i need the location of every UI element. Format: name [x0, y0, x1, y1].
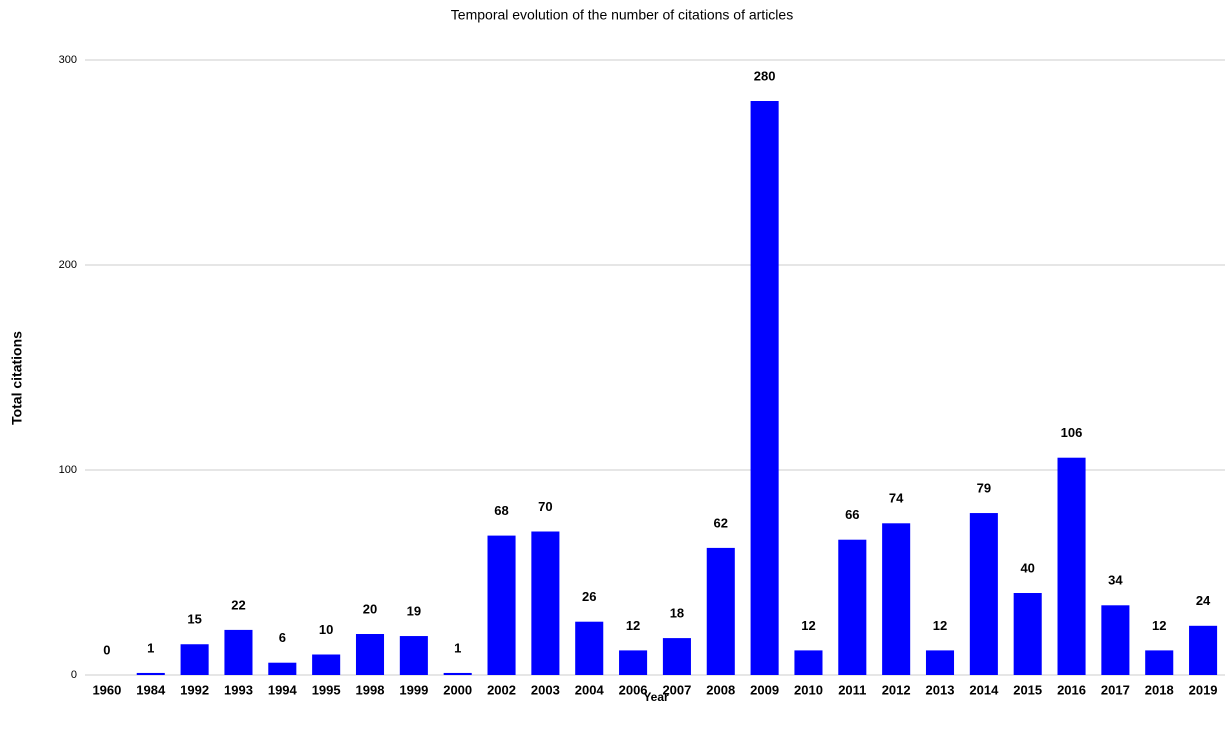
x-tick-label: 2000: [443, 682, 472, 697]
bar: [750, 101, 779, 675]
x-tick-label: 1984: [136, 682, 166, 697]
x-tick-label: 2018: [1145, 682, 1174, 697]
bar: [706, 547, 735, 675]
bar: [794, 650, 823, 675]
bar: [399, 636, 428, 675]
x-tick-label: 1995: [312, 682, 341, 697]
x-tick-label: 2007: [662, 682, 691, 697]
y-tick-label: 0: [71, 669, 77, 681]
x-tick-label: 2012: [882, 682, 911, 697]
value-label: 18: [670, 606, 684, 621]
value-label: 0: [103, 642, 110, 657]
value-label: 10: [319, 622, 333, 637]
bar: [355, 634, 385, 675]
x-tick-label: 2015: [1013, 682, 1042, 697]
value-label: 12: [933, 618, 947, 633]
x-tick-label: 1994: [268, 682, 298, 697]
y-tick-label: 300: [59, 54, 77, 66]
x-tick-label: 1992: [180, 682, 209, 697]
bar: [575, 621, 604, 675]
value-label: 79: [977, 480, 991, 495]
bar: [662, 638, 691, 675]
value-label: 12: [626, 618, 640, 633]
value-label: 24: [1196, 593, 1211, 608]
bar: [312, 654, 341, 675]
bar: [224, 629, 253, 675]
bar: [1101, 605, 1130, 675]
x-tick-label: 1999: [399, 682, 428, 697]
x-tick-label: 2006: [619, 682, 648, 697]
value-label: 106: [1061, 425, 1083, 440]
value-label: 1: [147, 640, 154, 655]
x-tick-label: 2009: [750, 682, 779, 697]
bar: [180, 644, 209, 675]
bar: [531, 531, 560, 675]
x-tick-label: 1998: [356, 682, 385, 697]
x-tick-label: 2003: [531, 682, 560, 697]
value-label: 12: [1152, 618, 1166, 633]
value-label: 280: [754, 68, 776, 83]
x-tick-label: 2004: [575, 682, 605, 697]
value-label: 15: [187, 612, 201, 627]
bar: [268, 662, 297, 675]
bar: [969, 513, 998, 675]
x-tick-label: 2014: [969, 682, 999, 697]
x-axis-label: Year: [643, 690, 669, 704]
value-label: 6: [279, 630, 286, 645]
bar: [838, 539, 867, 675]
bar: [1057, 457, 1086, 675]
value-label: 19: [407, 603, 421, 618]
x-tick-label: 2011: [838, 682, 866, 697]
bar: [882, 523, 911, 675]
bar: [136, 672, 165, 675]
y-tick-label: 100: [59, 464, 77, 476]
bar: [619, 650, 648, 675]
x-tick-label: 2010: [794, 682, 823, 697]
value-label: 66: [845, 507, 859, 522]
value-label: 62: [714, 515, 728, 530]
value-label: 74: [889, 491, 904, 506]
y-axis-label: Total citations: [9, 331, 25, 425]
x-tick-label: 2016: [1057, 682, 1086, 697]
x-tick-label: 2019: [1189, 682, 1218, 697]
bar: [1145, 650, 1174, 675]
x-tick-label: 1993: [224, 682, 253, 697]
value-label: 70: [538, 499, 552, 514]
x-tick-label: 2017: [1101, 682, 1130, 697]
bar: [1189, 625, 1218, 675]
x-tick-label: 2002: [487, 682, 516, 697]
bar: [925, 650, 955, 675]
x-tick-label: 1960: [92, 682, 121, 697]
value-label: 22: [231, 597, 245, 612]
value-label: 20: [363, 601, 377, 616]
value-label: 26: [582, 589, 596, 604]
chart-title: Temporal evolution of the number of cita…: [451, 7, 793, 23]
bar: [1013, 593, 1042, 675]
value-label: 1: [454, 640, 461, 655]
bar: [443, 672, 472, 675]
y-tick-label: 200: [59, 259, 77, 271]
x-tick-label: 2008: [706, 682, 735, 697]
value-label: 40: [1020, 560, 1034, 575]
value-label: 34: [1108, 573, 1123, 588]
value-label: 12: [801, 618, 815, 633]
value-label: 68: [494, 503, 508, 518]
x-tick-label: 2013: [926, 682, 955, 697]
bar: [487, 535, 516, 675]
